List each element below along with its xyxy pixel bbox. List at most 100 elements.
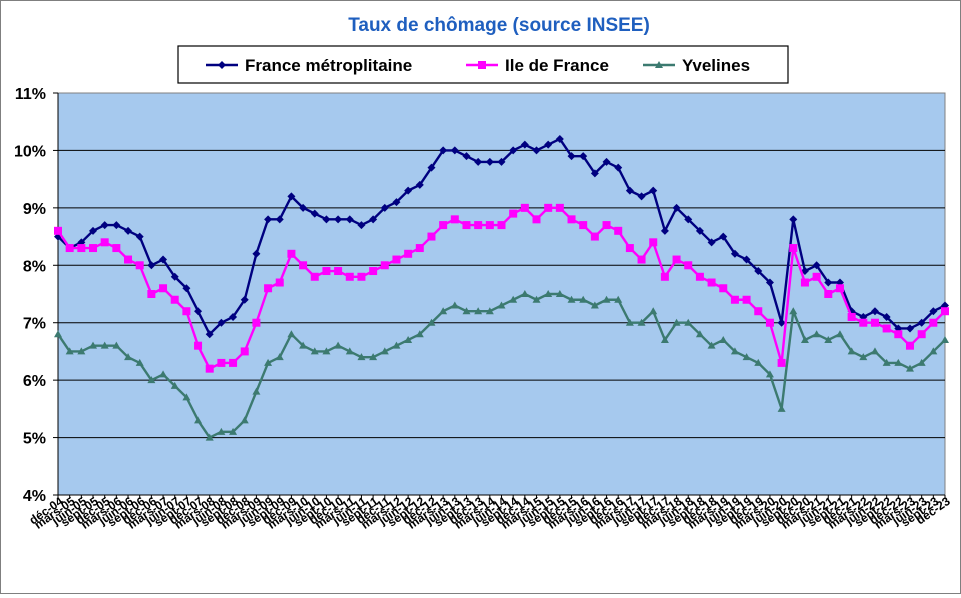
data-point (287, 192, 296, 201)
data-point (614, 226, 623, 235)
data-point (602, 295, 611, 303)
data-point (917, 318, 926, 327)
data-point (89, 341, 98, 349)
data-point (205, 433, 214, 441)
data-point (229, 312, 238, 321)
data-point (555, 290, 564, 297)
data-point (427, 232, 436, 241)
data-point (194, 307, 203, 316)
data-point (660, 272, 669, 281)
data-point (404, 335, 413, 343)
data-point (497, 221, 506, 230)
data-point (684, 318, 693, 326)
data-point (124, 255, 133, 264)
data-point (602, 221, 611, 230)
data-point (520, 140, 529, 149)
data-point (544, 290, 553, 297)
data-point (765, 278, 774, 287)
data-point (170, 272, 179, 281)
data-point (380, 203, 389, 212)
data-point (579, 221, 588, 230)
data-point (404, 249, 413, 258)
data-point (439, 146, 448, 155)
y-tick-label: 4% (23, 488, 46, 505)
data-point (369, 353, 378, 361)
data-point (485, 157, 494, 166)
data-point (929, 307, 938, 316)
data-point (590, 301, 599, 309)
data-point (450, 146, 459, 155)
data-point (439, 307, 448, 315)
data-point (380, 261, 389, 270)
data-point (882, 358, 891, 366)
data-point (625, 186, 634, 195)
data-point (789, 307, 798, 315)
data-point (835, 330, 844, 338)
y-tick-label: 6% (23, 373, 46, 390)
data-point (112, 221, 121, 230)
data-point (567, 215, 576, 224)
data-point (462, 152, 471, 161)
data-point (777, 318, 786, 327)
data-point (625, 244, 634, 253)
data-point (299, 203, 308, 212)
data-point (54, 330, 62, 338)
data-point (194, 416, 203, 424)
data-point (765, 370, 774, 378)
plot-area (57, 92, 946, 496)
data-point (497, 301, 506, 309)
data-point (707, 278, 716, 287)
data-point (637, 255, 646, 264)
data-point (532, 295, 541, 303)
data-point (299, 261, 308, 270)
data-point (392, 341, 401, 349)
data-point (427, 163, 436, 172)
data-point (264, 215, 273, 224)
series-layer (54, 134, 949, 441)
legend-marker (655, 61, 663, 68)
data-point (450, 215, 459, 224)
data-point (474, 221, 483, 230)
data-point (135, 358, 144, 366)
data-point (159, 370, 168, 378)
chart-title: Taux de chômage (source INSEE) (348, 15, 650, 36)
data-point (754, 358, 763, 366)
data-point (579, 152, 588, 161)
y-tick-label: 7% (23, 316, 46, 333)
data-point (345, 272, 354, 281)
data-point (754, 307, 763, 316)
data-point (345, 347, 354, 355)
data-point (835, 284, 844, 293)
data-point (859, 353, 868, 361)
data-point (929, 347, 938, 355)
data-point (159, 284, 168, 293)
data-point (299, 341, 308, 349)
data-point (754, 267, 763, 276)
data-point (217, 358, 226, 367)
data-point (777, 358, 786, 367)
data-point (520, 290, 529, 297)
data-point (905, 341, 914, 350)
data-point (194, 341, 203, 350)
data-point (894, 330, 903, 339)
data-point (404, 186, 413, 195)
data-point (707, 238, 716, 247)
data-point (941, 307, 949, 316)
data-point (917, 358, 926, 366)
data-point (485, 307, 494, 315)
data-point (684, 215, 693, 224)
data-point (217, 427, 226, 435)
data-point (252, 249, 261, 258)
data-point (415, 180, 424, 189)
y-tick-label: 8% (23, 258, 46, 275)
data-point (742, 353, 751, 361)
data-point (89, 226, 98, 235)
data-point (567, 152, 576, 161)
data-point (147, 261, 156, 270)
data-point (812, 261, 821, 270)
data-point (812, 330, 821, 338)
data-point (905, 364, 914, 372)
data-point (380, 347, 389, 355)
data-point (65, 347, 74, 355)
data-point (89, 244, 98, 253)
